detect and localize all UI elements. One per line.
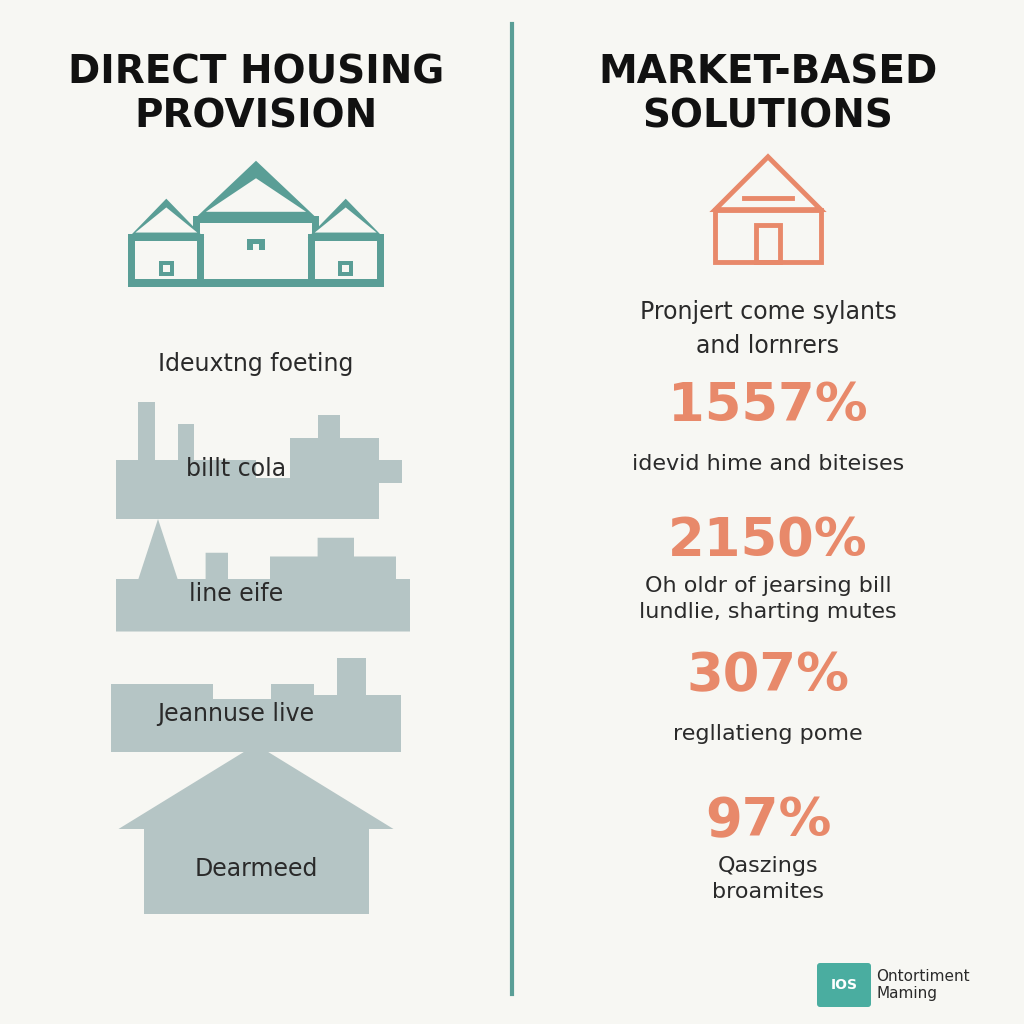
Text: 1557%: 1557% [669, 380, 867, 432]
Bar [128, 234, 204, 284]
Text: Dearmeed: Dearmeed [195, 857, 317, 881]
Bar [342, 265, 349, 271]
FancyBboxPatch shape [817, 963, 871, 1007]
Bar [338, 261, 353, 275]
Polygon shape [116, 401, 401, 518]
Bar [193, 216, 319, 288]
Polygon shape [111, 657, 401, 752]
Bar [246, 251, 266, 288]
Bar [159, 261, 174, 275]
Bar [135, 242, 198, 284]
Text: 307%: 307% [686, 650, 850, 702]
Text: Oh oldr of jearsing bill
lundlie, sharting mutes: Oh oldr of jearsing bill lundlie, sharti… [639, 575, 897, 623]
Polygon shape [128, 199, 204, 238]
Bar [200, 223, 312, 288]
Text: Pronjert come sylants
and lornrers: Pronjert come sylants and lornrers [640, 300, 896, 357]
Polygon shape [314, 208, 377, 232]
Bar [314, 242, 377, 284]
Text: line eife: line eife [188, 582, 283, 606]
Text: Ontortiment
Maming: Ontortiment Maming [876, 969, 970, 1001]
Text: DIRECT HOUSING
PROVISION: DIRECT HOUSING PROVISION [68, 54, 444, 136]
Text: 97%: 97% [705, 795, 831, 847]
Text: Ideuxtng foeting: Ideuxtng foeting [159, 352, 353, 376]
Bar [128, 279, 384, 288]
Bar [308, 234, 384, 284]
Text: billt cola: billt cola [186, 457, 286, 481]
Bar [253, 244, 259, 251]
Bar [143, 825, 369, 913]
Polygon shape [308, 199, 384, 238]
Text: regllatieng pome: regllatieng pome [673, 724, 863, 744]
Polygon shape [116, 519, 410, 632]
Bar [163, 265, 170, 271]
Text: MARKET-BASED
SOLUTIONS: MARKET-BASED SOLUTIONS [598, 54, 938, 136]
Polygon shape [135, 208, 198, 232]
Polygon shape [206, 178, 306, 212]
Text: Jeannuse live: Jeannuse live [158, 702, 314, 726]
Text: idevid hime and biteises: idevid hime and biteises [632, 454, 904, 474]
Polygon shape [119, 744, 393, 829]
Bar [715, 210, 821, 262]
Text: Qaszings
broamites: Qaszings broamites [712, 856, 824, 902]
Text: IOS: IOS [830, 978, 857, 992]
Bar [248, 239, 264, 256]
Bar [756, 225, 780, 262]
Polygon shape [193, 161, 319, 220]
Text: 2150%: 2150% [669, 515, 867, 567]
